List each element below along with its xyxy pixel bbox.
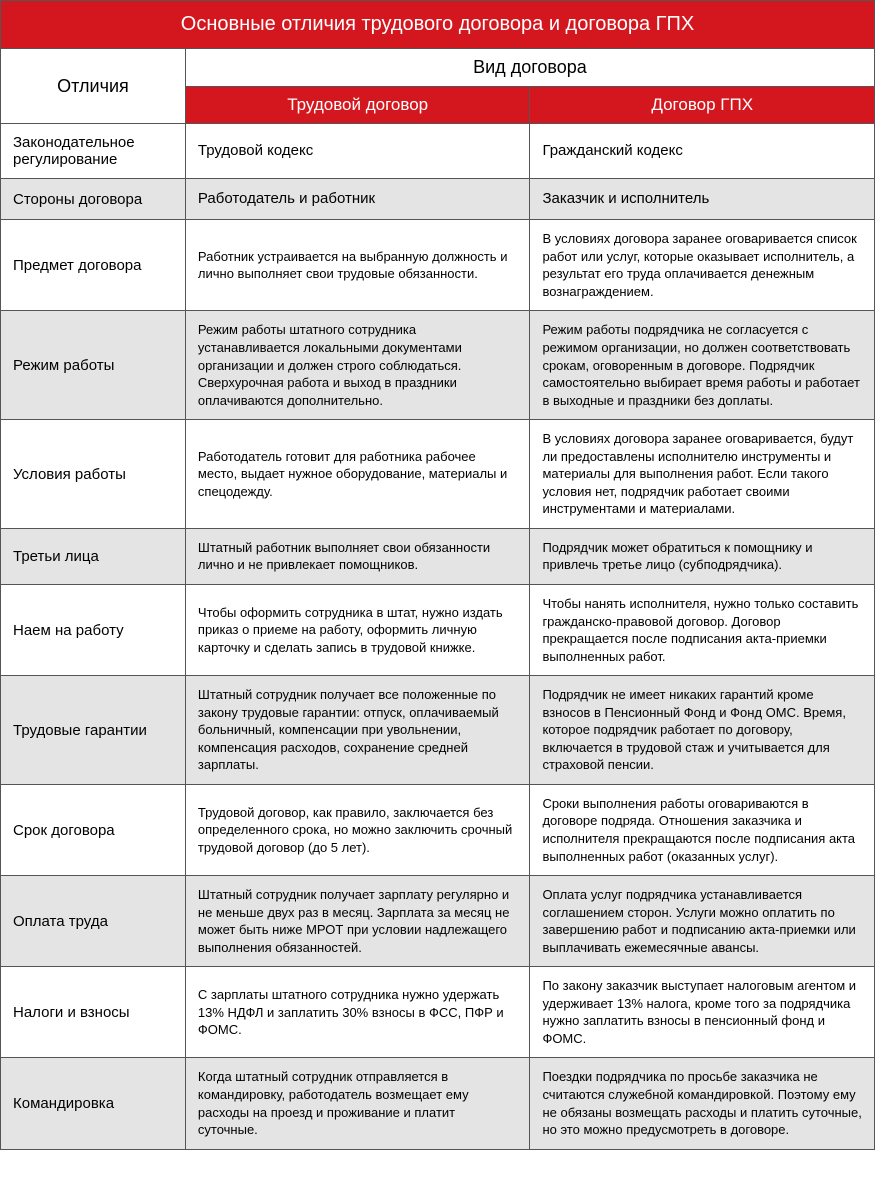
row-cell-gph: В условиях договора заранее оговариваетс… (530, 420, 875, 529)
table-row: Стороны договораРаботодатель и работникЗ… (1, 179, 875, 220)
table-body: Законодательное регулированиеТрудовой ко… (1, 124, 875, 1150)
row-cell-labor: Чтобы оформить сотрудника в штат, нужно … (185, 585, 530, 676)
table-row: Режим работыРежим работы штатного сотруд… (1, 311, 875, 420)
row-cell-labor: С зарплаты штатного сотрудника нужно уде… (185, 967, 530, 1058)
row-cell-labor: Трудовой кодекс (185, 124, 530, 179)
table-row: Законодательное регулированиеТрудовой ко… (1, 124, 875, 179)
row-label: Командировка (1, 1058, 186, 1149)
row-cell-labor: Когда штатный сотрудник отправляется в к… (185, 1058, 530, 1149)
row-cell-gph: Сроки выполнения работы оговариваются в … (530, 784, 875, 875)
table-title: Основные отличия трудового договора и до… (1, 1, 875, 49)
row-cell-gph: В условиях договора заранее оговариваетс… (530, 220, 875, 311)
row-label: Оплата труда (1, 876, 186, 967)
table-row: Наем на работуЧтобы оформить сотрудника … (1, 585, 875, 676)
header-contract-type: Вид договора (185, 49, 874, 87)
table-row: КомандировкаКогда штатный сотрудник отпр… (1, 1058, 875, 1149)
row-label: Налоги и взносы (1, 967, 186, 1058)
table-row: Налоги и взносыС зарплаты штатного сотру… (1, 967, 875, 1058)
header-differences: Отличия (1, 49, 186, 124)
row-label: Стороны договора (1, 179, 186, 220)
row-cell-gph: Оплата услуг подрядчика устанавливается … (530, 876, 875, 967)
row-cell-labor: Работник устраивается на выбранную должн… (185, 220, 530, 311)
row-cell-gph: Гражданский кодекс (530, 124, 875, 179)
subheader-gph: Договор ГПХ (530, 87, 875, 124)
row-cell-gph: Чтобы нанять исполнителя, нужно только с… (530, 585, 875, 676)
row-label: Условия работы (1, 420, 186, 529)
title-row: Основные отличия трудового договора и до… (1, 1, 875, 49)
table-row: Предмет договораРаботник устраивается на… (1, 220, 875, 311)
subheader-labor: Трудовой договор (185, 87, 530, 124)
row-label: Третьи лица (1, 528, 186, 584)
row-label: Законодательное регулирование (1, 124, 186, 179)
row-label: Срок договора (1, 784, 186, 875)
row-label: Режим работы (1, 311, 186, 420)
row-cell-labor: Штатный сотрудник получает все положенны… (185, 676, 530, 785)
row-cell-labor: Штатный работник выполняет свои обязанно… (185, 528, 530, 584)
row-cell-labor: Штатный сотрудник получает зарплату регу… (185, 876, 530, 967)
row-label: Предмет договора (1, 220, 186, 311)
row-label: Трудовые гарантии (1, 676, 186, 785)
row-label: Наем на работу (1, 585, 186, 676)
row-cell-gph: Подрядчик не имеет никаких гарантий кром… (530, 676, 875, 785)
row-cell-gph: Заказчик и исполнитель (530, 179, 875, 220)
row-cell-gph: По закону заказчик выступает налоговым а… (530, 967, 875, 1058)
row-cell-gph: Подрядчик может обратиться к помощнику и… (530, 528, 875, 584)
table-row: Третьи лицаШтатный работник выполняет св… (1, 528, 875, 584)
table-row: Оплата трудаШтатный сотрудник получает з… (1, 876, 875, 967)
row-cell-labor: Работодатель и работник (185, 179, 530, 220)
row-cell-labor: Режим работы штатного сотрудника устанав… (185, 311, 530, 420)
table-row: Срок договораТрудовой договор, как прави… (1, 784, 875, 875)
row-cell-labor: Трудовой договор, как правило, заключает… (185, 784, 530, 875)
row-cell-gph: Режим работы подрядчика не согласуется с… (530, 311, 875, 420)
header-row-1: Отличия Вид договора (1, 49, 875, 87)
row-cell-gph: Поездки подрядчика по просьбе заказчика … (530, 1058, 875, 1149)
row-cell-labor: Работодатель готовит для работника рабоч… (185, 420, 530, 529)
table-row: Трудовые гарантииШтатный сотрудник получ… (1, 676, 875, 785)
table-row: Условия работыРаботодатель готовит для р… (1, 420, 875, 529)
comparison-table: Основные отличия трудового договора и до… (0, 0, 875, 1150)
